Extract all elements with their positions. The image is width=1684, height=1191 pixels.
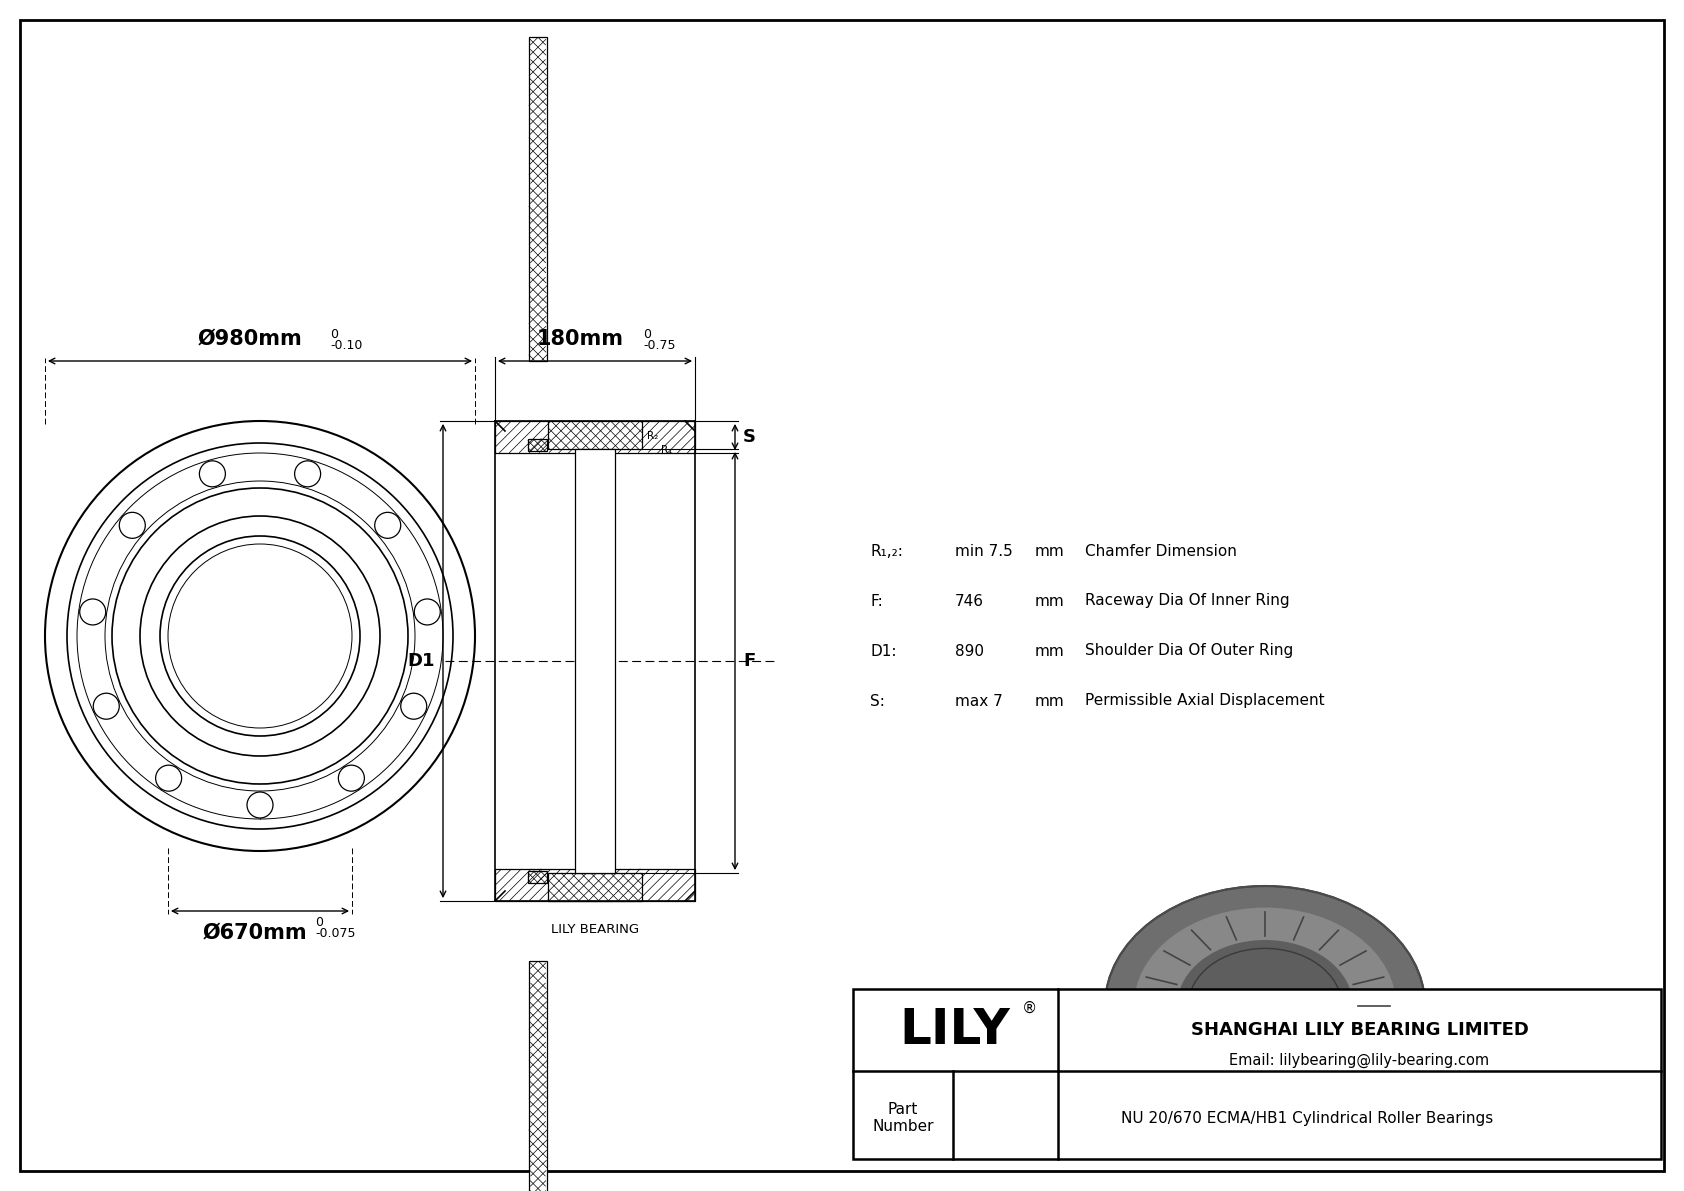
Text: mm: mm (1036, 543, 1064, 559)
Text: min 7.5: min 7.5 (955, 543, 1012, 559)
Ellipse shape (1105, 886, 1425, 1125)
Circle shape (401, 693, 426, 719)
Text: 0: 0 (315, 916, 323, 929)
Circle shape (338, 765, 364, 791)
Ellipse shape (1133, 908, 1396, 1104)
Text: -0.075: -0.075 (315, 927, 355, 940)
Text: 0: 0 (330, 328, 338, 341)
Text: 746: 746 (955, 593, 983, 609)
Bar (547, 420, 642, 449)
Bar (854, 989, 1660, 1159)
Circle shape (199, 461, 226, 487)
Text: Chamfer Dimension: Chamfer Dimension (1084, 543, 1236, 559)
Circle shape (155, 765, 182, 791)
Text: -0.75: -0.75 (643, 339, 675, 353)
Circle shape (93, 693, 120, 719)
Text: Shoulder Dia Of Outer Ring: Shoulder Dia Of Outer Ring (1084, 643, 1293, 659)
Text: R₂: R₂ (647, 431, 658, 441)
Text: ®: ® (1022, 1000, 1037, 1015)
Text: 890: 890 (955, 643, 983, 659)
Ellipse shape (1189, 948, 1342, 1064)
Text: -0.10: -0.10 (330, 339, 362, 353)
Text: mm: mm (1036, 693, 1064, 709)
Circle shape (120, 512, 145, 538)
Text: 180mm: 180mm (537, 329, 623, 349)
Text: S:: S: (871, 693, 884, 709)
Text: SHANGHAI LILY BEARING LIMITED: SHANGHAI LILY BEARING LIMITED (1191, 1021, 1529, 1039)
Text: LILY: LILY (899, 1006, 1010, 1054)
Text: Ø670mm: Ø670mm (202, 923, 306, 943)
Circle shape (376, 512, 401, 538)
Text: D1:: D1: (871, 643, 896, 659)
Text: Ø980mm: Ø980mm (197, 329, 303, 349)
Bar (529, 871, 547, 883)
Text: Email: lilybearing@lily-bearing.com: Email: lilybearing@lily-bearing.com (1229, 1053, 1490, 1068)
Circle shape (79, 599, 106, 625)
Bar (547, 873, 642, 902)
Text: D1: D1 (408, 651, 434, 671)
Circle shape (414, 599, 440, 625)
Text: F: F (743, 651, 754, 671)
Bar (529, 37, 547, 362)
Text: max 7: max 7 (955, 693, 1002, 709)
Bar (529, 439, 547, 451)
Ellipse shape (1177, 940, 1352, 1072)
Text: Raceway Dia Of Inner Ring: Raceway Dia Of Inner Ring (1084, 593, 1290, 609)
Circle shape (295, 461, 320, 487)
Text: R₁: R₁ (662, 445, 672, 455)
Text: R₁,₂:: R₁,₂: (871, 543, 903, 559)
Bar (495, 420, 695, 453)
Text: F:: F: (871, 593, 882, 609)
Circle shape (248, 792, 273, 818)
Text: mm: mm (1036, 593, 1064, 609)
Ellipse shape (1160, 1008, 1288, 1074)
Text: 0: 0 (643, 328, 652, 341)
Text: NU 20/670 ECMA/HB1 Cylindrical Roller Bearings: NU 20/670 ECMA/HB1 Cylindrical Roller Be… (1122, 1111, 1494, 1125)
Text: S: S (743, 428, 756, 445)
Bar (529, 960, 547, 1191)
Text: Permissible Axial Displacement: Permissible Axial Displacement (1084, 693, 1325, 709)
Text: Part
Number: Part Number (872, 1102, 933, 1134)
Bar (495, 869, 695, 902)
Bar (576, 449, 615, 873)
Text: mm: mm (1036, 643, 1064, 659)
Text: LILY BEARING: LILY BEARING (551, 923, 638, 936)
